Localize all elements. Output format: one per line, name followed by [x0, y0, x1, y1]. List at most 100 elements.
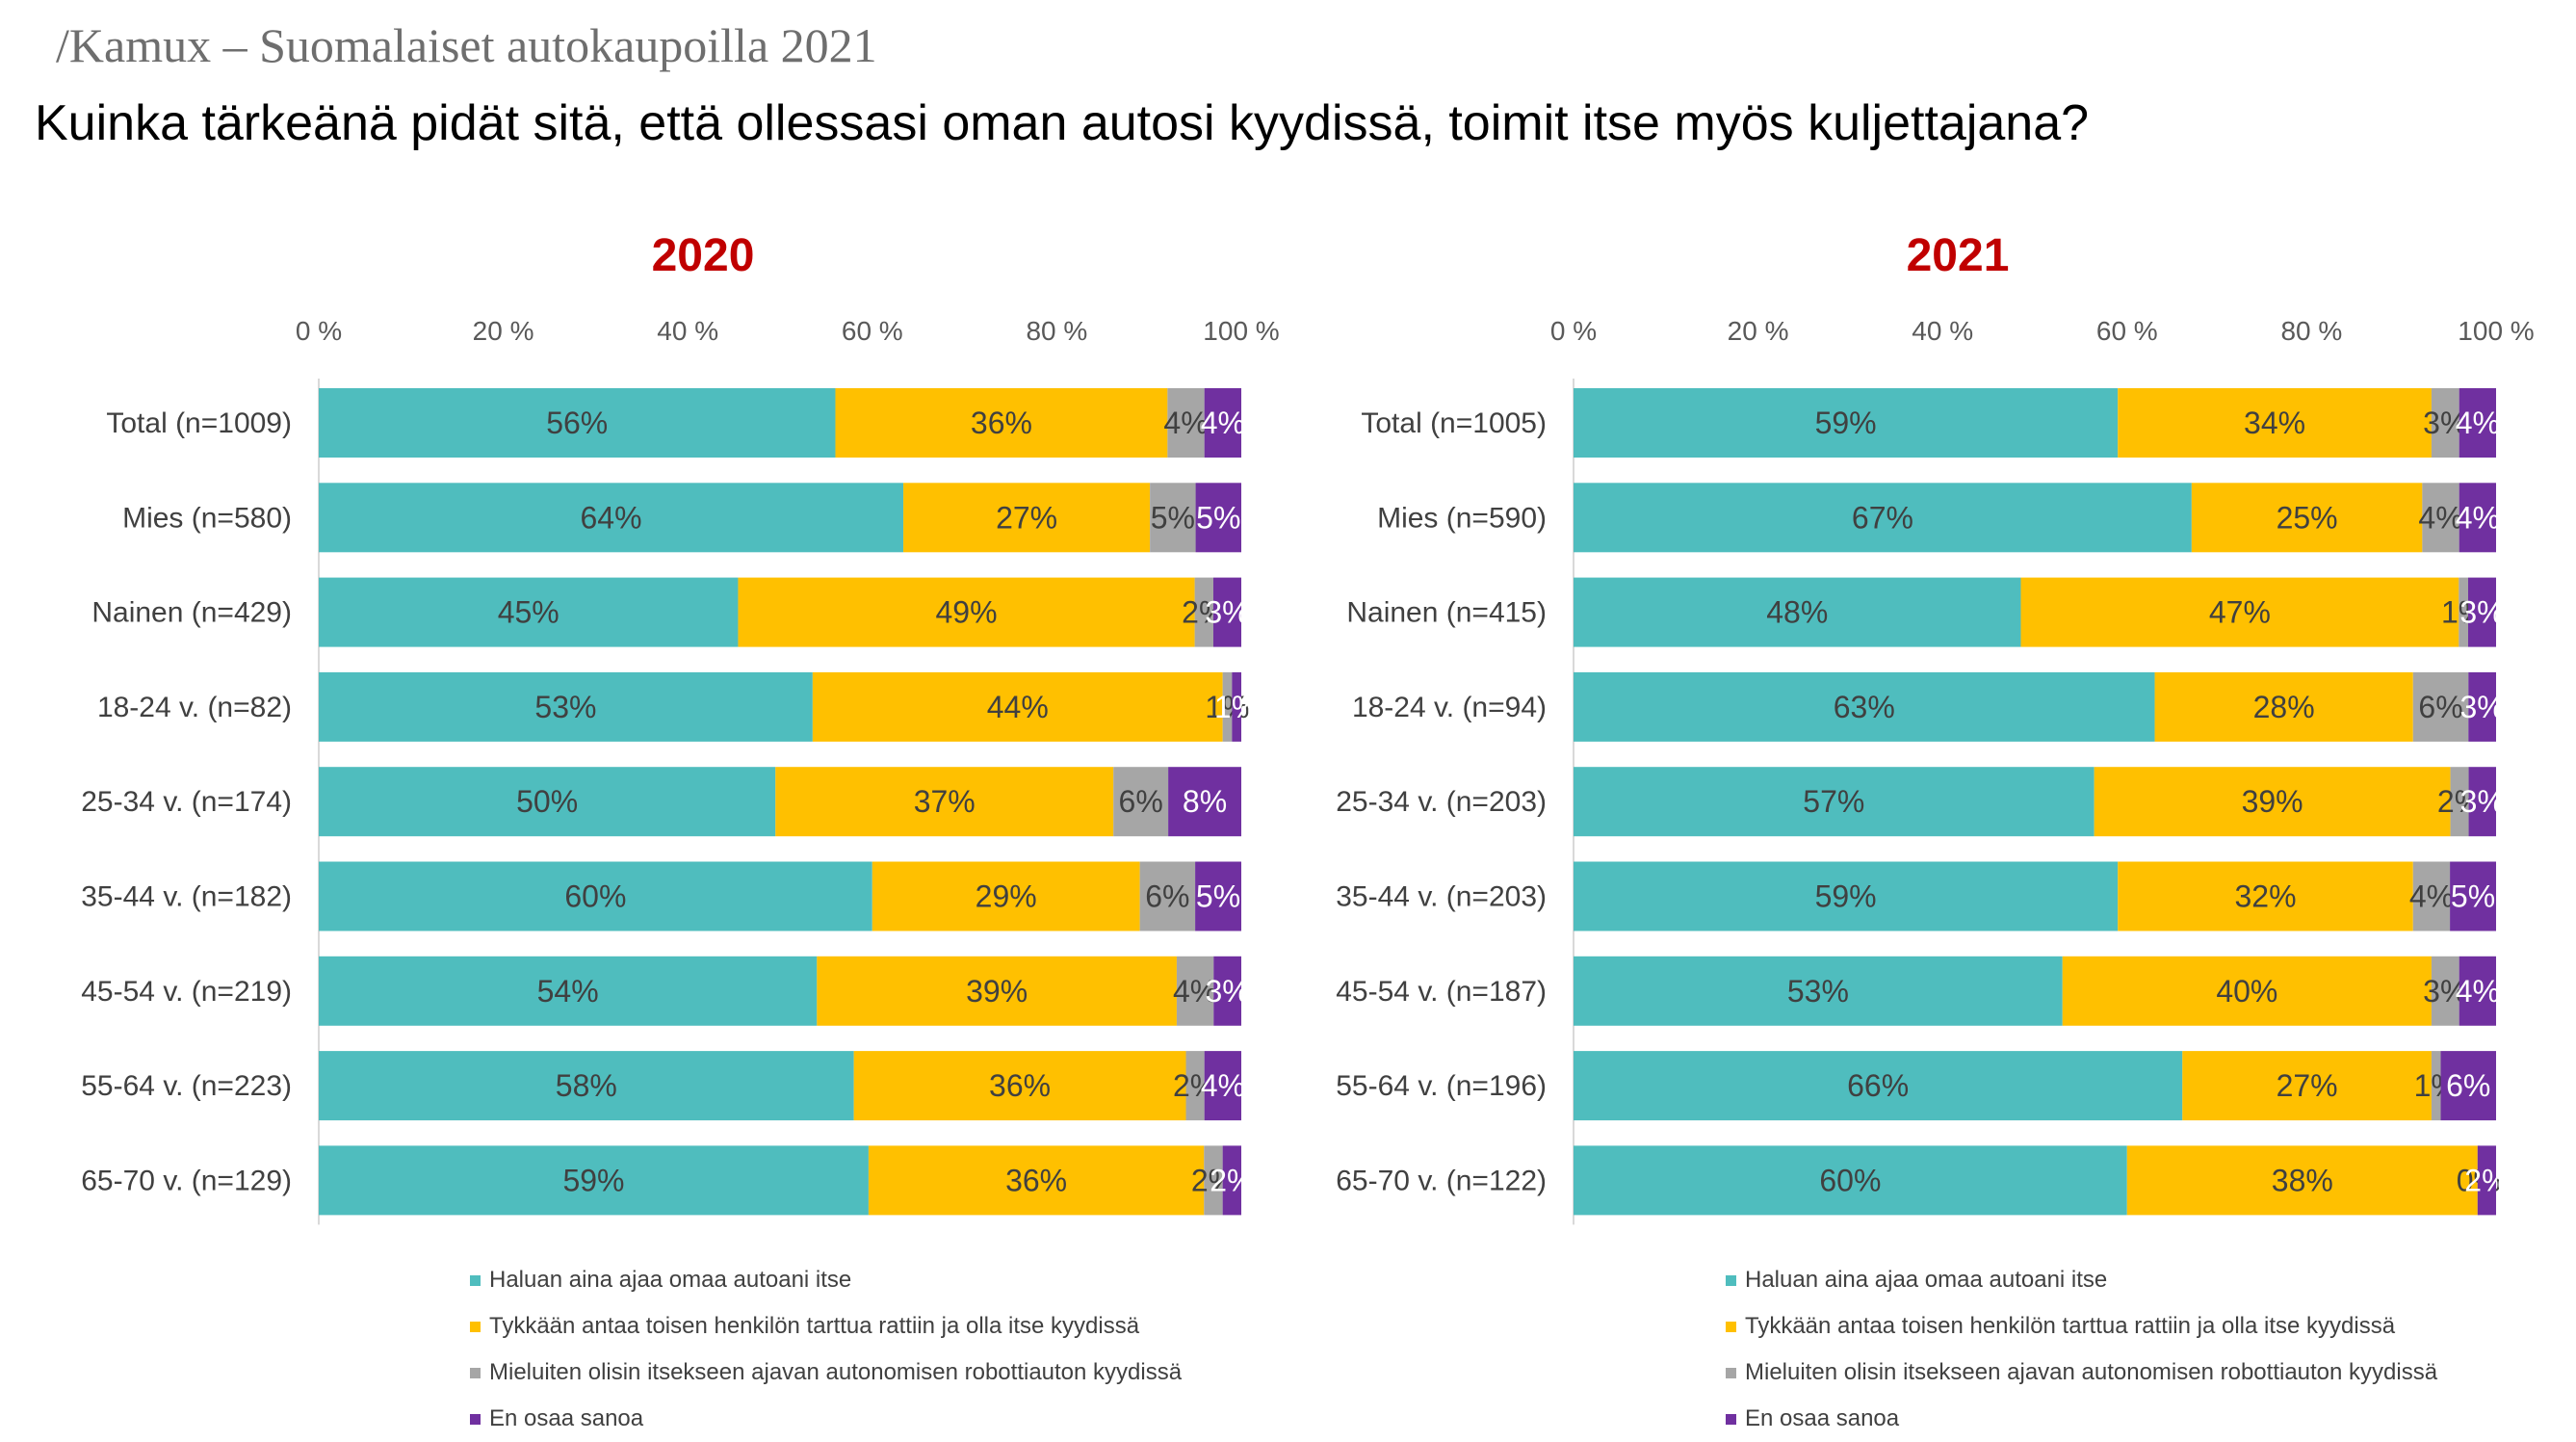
- bar-segment: [1113, 767, 1169, 837]
- category-label: 25-34 v. (n=203): [1336, 786, 1547, 818]
- legend-item: Mieluiten olisin itsekseen ajavan autono…: [1726, 1350, 2437, 1396]
- legend-label: En osaa sanoa: [489, 1405, 644, 1431]
- bar-segment: [1574, 1145, 2127, 1216]
- data-label: 8%: [1183, 784, 1227, 819]
- bar-segment: [2459, 483, 2496, 553]
- data-label: 47%: [2209, 595, 2271, 630]
- x-tick-label: 60 %: [2096, 316, 2158, 346]
- data-label: 4%: [1201, 406, 1245, 440]
- x-tick-label: 0 %: [1550, 316, 1597, 346]
- bar-segment: [2440, 1051, 2496, 1121]
- data-label: 25%: [2277, 500, 2338, 535]
- bar-segment: [319, 956, 818, 1026]
- data-label: 6%: [1119, 784, 1163, 819]
- data-label: 6%: [1145, 879, 1189, 914]
- legend-item: Haluan aina ajaa omaa autoani itse: [470, 1257, 1182, 1303]
- report-source-header: /Kamux – Suomalaiset autokaupoilla 2021: [56, 18, 877, 72]
- data-label: 36%: [971, 406, 1032, 440]
- data-label: 3%: [1206, 974, 1250, 1009]
- slide-title: Kuinka tärkeänä pidät sitä, että ollessa…: [35, 95, 2090, 151]
- data-label: 39%: [966, 974, 1028, 1009]
- legend-swatch: [470, 1367, 481, 1378]
- data-label: 27%: [2277, 1068, 2338, 1103]
- bar-segment: [812, 671, 1223, 742]
- bar-segment: [1195, 483, 1241, 553]
- data-label: 2%: [2464, 1163, 2509, 1197]
- bar-segment: [2191, 483, 2423, 553]
- data-label: 54%: [537, 974, 599, 1009]
- category-label: 18-24 v. (n=82): [97, 692, 292, 723]
- bar-segment: [1574, 1051, 2183, 1121]
- legend-label: Haluan aina ajaa omaa autoani itse: [489, 1267, 852, 1293]
- x-tick-label: 80 %: [1026, 316, 1087, 346]
- bar-segment: [1176, 956, 1214, 1026]
- category-label: 25-34 v. (n=174): [81, 786, 292, 818]
- data-label: 4%: [1201, 1068, 1245, 1103]
- category-label: Total (n=1009): [106, 407, 292, 439]
- x-tick-label: 80 %: [2280, 316, 2342, 346]
- bar-segment: [319, 767, 776, 837]
- bar-segment: [853, 1051, 1186, 1121]
- data-label: 44%: [987, 690, 1049, 724]
- data-label: 4%: [2456, 406, 2500, 440]
- category-label: 55-64 v. (n=223): [81, 1070, 292, 1102]
- data-label: 56%: [546, 406, 608, 440]
- bar-segment: [2422, 483, 2459, 553]
- bar-segment: [1574, 388, 2119, 458]
- bar-segment: [903, 483, 1151, 553]
- legend-swatch: [470, 1413, 481, 1425]
- bar-segment: [319, 483, 904, 553]
- bar-segment: [2412, 861, 2451, 931]
- data-label: 49%: [936, 595, 998, 630]
- legend-label: Tykkään antaa toisen henkilön tarttua ra…: [1745, 1313, 2396, 1339]
- legend-label: Mieluiten olisin itsekseen ajavan autono…: [1745, 1359, 2438, 1385]
- bar-segment: [1574, 861, 2119, 931]
- category-label: 65-70 v. (n=129): [81, 1165, 292, 1196]
- legend-label: Haluan aina ajaa omaa autoani itse: [1745, 1267, 2108, 1293]
- bar-segment: [2431, 1051, 2441, 1121]
- data-label: 4%: [1163, 406, 1208, 440]
- bar-segment: [1574, 956, 2063, 1026]
- data-label: 38%: [2272, 1163, 2333, 1197]
- category-label: 35-44 v. (n=182): [81, 881, 292, 913]
- data-label: 3%: [2459, 595, 2504, 630]
- bar-segment: [817, 956, 1177, 1026]
- bar-segment: [2094, 767, 2451, 837]
- data-label: 2%: [1210, 1163, 1254, 1197]
- bar-segment: [2062, 956, 2432, 1026]
- legend-label: Mieluiten olisin itsekseen ajavan autono…: [489, 1359, 1183, 1385]
- data-label: 36%: [989, 1068, 1051, 1103]
- data-label: 34%: [2244, 406, 2305, 440]
- data-label: 58%: [556, 1068, 617, 1103]
- data-label: 1%: [1205, 690, 1249, 724]
- legend-swatch: [470, 1321, 481, 1332]
- bar-segment: [319, 388, 836, 458]
- data-label: 4%: [2418, 500, 2462, 535]
- data-label: 5%: [1151, 500, 1195, 535]
- chart-title-2020: 2020: [651, 230, 755, 281]
- bar-segment: [319, 1145, 869, 1216]
- bar-segment: [1222, 671, 1233, 742]
- data-label: 63%: [1834, 690, 1895, 724]
- data-label: 66%: [1847, 1068, 1909, 1103]
- data-label: 4%: [2456, 500, 2500, 535]
- legend-label: En osaa sanoa: [1745, 1405, 1900, 1431]
- data-label: 59%: [562, 1163, 624, 1197]
- category-label: 18-24 v. (n=94): [1352, 692, 1547, 723]
- bar-segment: [2412, 671, 2469, 742]
- bar-segment: [2459, 956, 2496, 1026]
- bar-segment: [1167, 388, 1205, 458]
- bar-segment: [1139, 861, 1196, 931]
- bar-segment: [1574, 577, 2021, 647]
- bar-segment: [2450, 861, 2496, 931]
- bar-segment: [1212, 577, 1241, 647]
- bar-segment: [1204, 388, 1241, 458]
- data-label: 39%: [2242, 784, 2303, 819]
- legend-swatch: [1726, 1367, 1736, 1378]
- bar-segment: [2118, 861, 2413, 931]
- x-tick-label: 100 %: [2458, 316, 2534, 346]
- bar-segment: [319, 1051, 854, 1121]
- data-label: 3%: [2460, 784, 2505, 819]
